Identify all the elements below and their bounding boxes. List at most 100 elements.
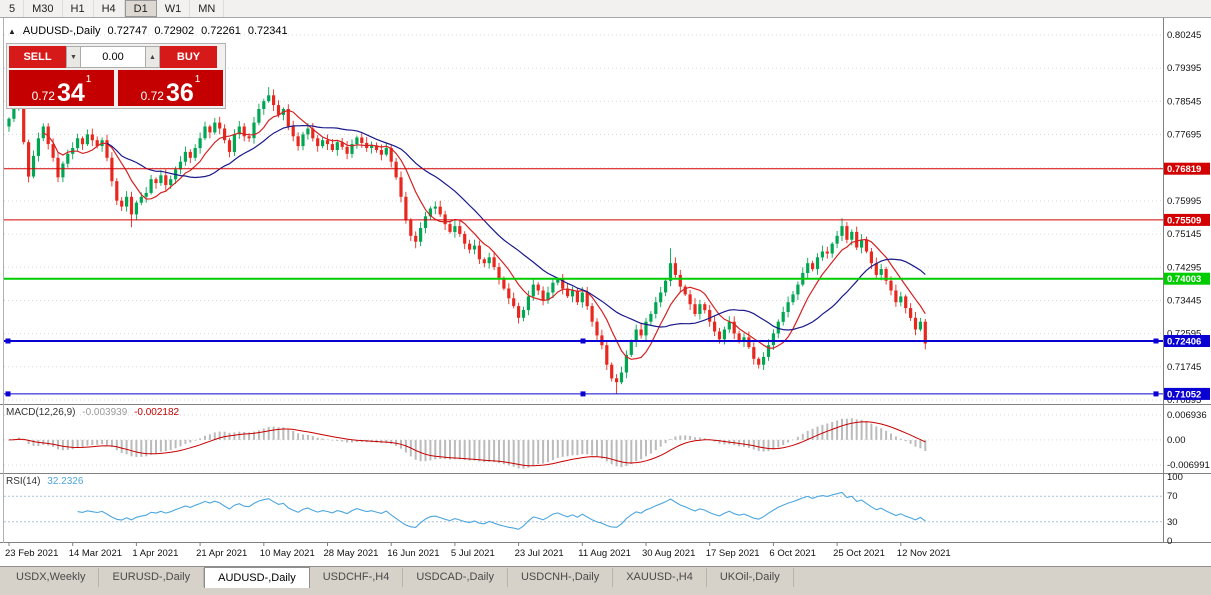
date-label: 23 Feb 2021: [5, 548, 58, 559]
price-badge-text: 0.74003: [1167, 274, 1201, 285]
macd-indicator-label: MACD(12,26,9) -0.003939 -0.002182: [6, 407, 179, 418]
timeframe-button-5[interactable]: 5: [1, 0, 25, 17]
chart-tabs-bar: USDX,Weekly EURUSD-,Daily AUDUSD-,Daily USD…: [0, 566, 1211, 595]
date-label: 1 Apr 2021: [132, 548, 178, 559]
buy-button[interactable]: BUY: [160, 46, 217, 68]
timeframe-toolbar: 5 M30 H1 H4 D1 W1 MN: [0, 0, 1211, 18]
ohlc-close-value: 0.72341: [247, 25, 288, 37]
chart-tab-usdcad-daily[interactable]: USDCAD-,Daily: [403, 568, 508, 587]
lot-size-input[interactable]: [81, 46, 145, 68]
chart-tab-ukoil-daily[interactable]: UKOil-,Daily: [707, 568, 794, 587]
price-badge: [1164, 272, 1210, 285]
macd-axis-label: 0.00: [1167, 435, 1186, 446]
sell-price-point: 1: [85, 74, 92, 85]
macd-axis-label: 0.006936: [1167, 410, 1207, 421]
date-label: 11 Aug 2021: [578, 548, 631, 559]
price-badges: 0.76819 0.75509 0.74003 0.72406 0.71052: [1164, 162, 1210, 400]
rsi-axis-label: 0: [1167, 536, 1172, 547]
chart-tab-usdcnh-daily[interactable]: USDCNH-,Daily: [508, 568, 614, 587]
timeframe-button-d1[interactable]: D1: [124, 0, 157, 17]
ohlc-high-value: 0.72902: [154, 25, 195, 37]
price-axis-label: 0.75995: [1167, 196, 1201, 207]
date-label: 12 Nov 2021: [897, 548, 951, 559]
hline-handle[interactable]: [1153, 338, 1159, 344]
rsi-line: [77, 491, 926, 530]
sell-price-button[interactable]: 0.72 34 1: [9, 70, 114, 106]
hline-handle[interactable]: [580, 338, 586, 344]
timeframe-button-h1[interactable]: H1: [63, 0, 94, 17]
price-badge: [1164, 213, 1210, 226]
price-badge-text: 0.75509: [1167, 215, 1201, 226]
chart-window: 0.802450.793950.785450.776950.768450.759…: [0, 18, 1211, 566]
price-badge: [1164, 335, 1210, 347]
price-axis-label: 0.80245: [1167, 30, 1201, 41]
sell-price-prefix: 0.72: [31, 88, 55, 103]
date-label: 6 Oct 2021: [769, 548, 815, 559]
rsi-name: RSI(14): [6, 476, 41, 487]
chart-tab-eurusd-daily[interactable]: EURUSD-,Daily: [99, 568, 205, 587]
rsi-indicator-label: RSI(14) 32.2326: [6, 476, 83, 487]
rsi-pane: [4, 491, 1163, 530]
moving-average-line-8: [42, 109, 926, 360]
chart-tab-xauusd-h4[interactable]: XAUUSD-,H4: [613, 568, 707, 587]
price-axis-label: 0.72595: [1167, 329, 1201, 340]
timeframe-button-w1[interactable]: W1: [157, 0, 191, 17]
chart-tab-audusd-daily[interactable]: AUDUSD-,Daily: [204, 567, 310, 588]
date-label: 14 Mar 2021: [69, 548, 122, 559]
trade-prices-row: 0.72 34 1 0.72 36 1: [9, 70, 223, 106]
hline-handle[interactable]: [1153, 391, 1159, 397]
date-label: 30 Aug 2021: [642, 548, 695, 559]
horizontal-lines-layer: [4, 168, 1163, 397]
macd-axis-label: -0.006991: [1167, 460, 1210, 471]
trade-controls-row: SELL ▼ ▲ BUY: [9, 46, 223, 68]
price-badge-text: 0.71052: [1167, 389, 1201, 400]
price-axis-label: 0.71745: [1167, 362, 1201, 373]
chart-canvas[interactable]: 0.802450.793950.785450.776950.768450.759…: [0, 18, 1211, 566]
timeframe-button-h4[interactable]: H4: [94, 0, 125, 17]
axes-layer: 0.802450.793950.785450.776950.768450.759…: [0, 18, 1211, 547]
one-click-collapse-icon[interactable]: ▲: [8, 26, 16, 36]
buy-price-point: 1: [194, 74, 201, 85]
macd-name: MACD(12,26,9): [6, 407, 76, 418]
buy-price-button[interactable]: 0.72 36 1: [118, 70, 223, 106]
moving-average-line-21: [106, 124, 926, 331]
sell-button[interactable]: SELL: [9, 46, 66, 68]
price-axis-label: 0.78545: [1167, 96, 1201, 107]
sell-price-pips: 34: [56, 78, 85, 107]
lot-decrease-button[interactable]: ▼: [66, 46, 81, 68]
price-axis-label: 0.74295: [1167, 262, 1201, 273]
chart-tab-usdx-weekly[interactable]: USDX,Weekly: [3, 568, 100, 587]
rsi-value: 32.2326: [47, 476, 84, 487]
price-badge: [1164, 387, 1210, 400]
date-axis: 23 Feb 2021 14 Mar 2021 1 Apr 2021 21 Apr 2…: [5, 543, 951, 559]
date-label: 17 Sep 2021: [706, 548, 760, 559]
hline-handle[interactable]: [5, 391, 11, 397]
candles-layer: [7, 87, 927, 394]
timeframe-button-mn[interactable]: MN: [190, 0, 225, 17]
buy-price-prefix: 0.72: [140, 88, 164, 103]
macd-pane: [4, 414, 1163, 469]
macd-signal-line: [8, 421, 926, 467]
macd-main-value: -0.003939: [82, 407, 128, 418]
one-click-trading-panel: SELL ▼ ▲ BUY 0.72 34 1 0.72 36 1: [6, 43, 226, 109]
price-axis-label: 0.73445: [1167, 295, 1201, 306]
lot-increase-button[interactable]: ▲: [145, 46, 160, 68]
hline-handle[interactable]: [580, 391, 586, 397]
price-badge: [1164, 162, 1210, 175]
date-label: 28 May 2021: [324, 548, 379, 559]
date-label: 16 Jun 2021: [387, 548, 439, 559]
date-label: 21 Apr 2021: [196, 548, 247, 559]
timeframe-button-m30[interactable]: M30: [24, 0, 63, 17]
hline-handle[interactable]: [5, 338, 11, 344]
macd-signal-value: -0.002182: [134, 407, 180, 418]
buy-price-pips: 36: [165, 78, 194, 107]
price-axis-label: 0.77695: [1167, 130, 1201, 141]
date-label: 23 Jul 2021: [515, 548, 564, 559]
date-label: 10 May 2021: [260, 548, 315, 559]
date-label: 25 Oct 2021: [833, 548, 885, 559]
chart-header: ▲ AUDUSD-,Daily 0.72747 0.72902 0.72261 …: [8, 25, 288, 37]
chart-tab-usdchf-h4[interactable]: USDCHF-,H4: [310, 568, 404, 587]
price-axis-label: 0.75145: [1167, 229, 1201, 240]
ohlc-open-value: 0.72747: [107, 25, 148, 37]
